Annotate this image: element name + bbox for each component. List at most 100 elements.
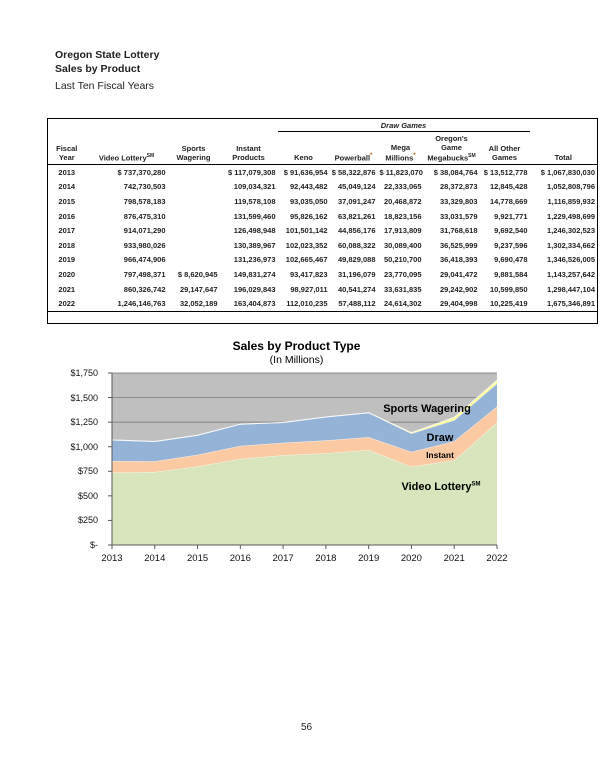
cell-instant: 130,389,967 (233, 240, 276, 250)
table-row: 2020 797,498,371 $ 8,620,945 149,831,274 93,… (48, 267, 598, 282)
table-row: 2018 933,980,026 130,389,967 102,023,352 60,… (48, 238, 598, 253)
cell-video_lottery: 876,475,310 (123, 211, 166, 221)
cell-year: 2022 (58, 299, 76, 309)
cell-instant: 126,498,948 (233, 226, 276, 236)
series-label-sports-wagering: Sports Wagering (383, 403, 471, 415)
y-axis-label: $250 (77, 515, 98, 526)
cell-megabucks: 29,041,472 (439, 269, 478, 279)
cell-year: 2021 (58, 284, 76, 294)
cell-sports_wagering (168, 238, 220, 253)
cell-mega_millions: $ 11,823,070 (379, 167, 423, 177)
cell-sports_wagering (168, 194, 220, 209)
cell-sports_wagering (168, 209, 220, 224)
column-header-video_lottery: Video LotterySM (85, 131, 168, 165)
cell-mega_millions: 33,631,835 (383, 284, 422, 294)
cell-keno: 95,826,162 (289, 211, 328, 221)
group-spacer-right (530, 119, 598, 132)
sales-table: Draw Games Fiscal Year Video LotterySM Sport… (47, 118, 598, 324)
cell-video_lottery: 742,730,503 (123, 182, 166, 192)
cell-mega_millions: 20,468,872 (383, 196, 422, 206)
table-row: 2016 876,475,310 131,599,460 95,826,162 63,8… (48, 209, 598, 224)
cell-all_other: 9,237,596 (494, 240, 528, 250)
cell-instant: 131,236,973 (233, 255, 276, 265)
cell-sports_wagering (168, 253, 220, 268)
cell-megabucks: 36,525,999 (439, 240, 478, 250)
table-row: 2019 966,474,906 131,236,973 102,665,467 49,… (48, 253, 598, 268)
cell-instant: 149,831,274 (233, 269, 276, 279)
cell-powerball: 31,196,079 (337, 269, 376, 279)
cell-total: 1,298,447,104 (547, 284, 595, 294)
cell-mega_millions: 30,089,400 (383, 240, 422, 250)
cell-powerball: 37,091,247 (337, 196, 376, 206)
cell-all_other: 12,845,428 (489, 182, 528, 192)
x-axis-label: 2017 (272, 553, 294, 564)
cell-sports_wagering (168, 223, 220, 238)
area-series-0 (112, 422, 497, 545)
doc-title-line2: Sales by Product (55, 63, 141, 75)
cell-megabucks: 29,242,902 (439, 284, 478, 294)
area-edge-3 (111, 379, 498, 443)
cell-all_other: $ 13,512,778 (483, 167, 528, 177)
cell-instant: 131,599,460 (233, 211, 276, 221)
cell-powerball: 45,049,124 (337, 182, 376, 192)
cell-keno: 102,665,467 (285, 255, 328, 265)
x-axis-label: 2018 (315, 553, 337, 564)
chart-plot (108, 372, 498, 549)
series-label-video-lottery: Video LotterySM (401, 481, 481, 493)
cell-sports_wagering: 32,052,189 (179, 299, 218, 309)
y-axis-label: $- (89, 540, 98, 550)
x-axis-label: 2013 (101, 553, 123, 564)
cell-all_other: 9,692,540 (494, 226, 528, 236)
y-axis-label: $1,750 (70, 368, 98, 378)
sales-table-wrap: Draw Games Fiscal Year Video LotterySM Sport… (47, 118, 598, 324)
cell-megabucks: 29,404,998 (439, 299, 478, 309)
cell-keno: 93,035,050 (289, 196, 328, 206)
cell-total: 1,675,346,891 (547, 299, 595, 309)
y-axis-label: $500 (77, 490, 98, 501)
cell-total: 1,302,334,662 (547, 240, 595, 250)
area-series-1 (112, 406, 497, 473)
table-row: 2013 $ 737,370,280 $ 117,079,308 $ 91,636,9… (48, 165, 598, 180)
column-header-megabucks: Oregon's Game MegabucksSM (423, 131, 480, 165)
cell-all_other: 9,921,771 (494, 211, 528, 221)
chart-title: Sales by Product Type (232, 339, 361, 353)
cell-year: 2020 (58, 269, 76, 279)
page-number: 56 (300, 722, 313, 733)
cell-keno: 112,010,235 (286, 299, 328, 309)
cell-total: 1,052,808,796 (547, 182, 595, 192)
cell-video_lottery: 1,246,146,763 (117, 299, 166, 309)
cell-mega_millions: 22,333,065 (383, 182, 422, 192)
series-label-instant: Instant (426, 450, 454, 460)
cell-video_lottery: 798,578,183 (123, 196, 166, 206)
cell-instant: 109,034,321 (233, 182, 276, 192)
cell-megabucks: 31,768,618 (439, 226, 478, 236)
cell-all_other: 10,599,850 (489, 284, 528, 294)
cell-powerball: 40,541,274 (337, 284, 376, 294)
table-row: 2017 914,071,290 126,498,948 101,501,142 44,… (48, 223, 598, 238)
cell-year: 2019 (58, 255, 76, 265)
cell-megabucks: 33,329,803 (439, 196, 478, 206)
cell-sports_wagering (168, 180, 220, 195)
cell-year: 2018 (58, 240, 76, 250)
cell-megabucks: 33,031,579 (439, 211, 478, 221)
draw-games-group-header: Draw Games (277, 118, 530, 132)
x-axis-label: 2016 (229, 553, 251, 564)
column-header-year: Fiscal Year (47, 131, 86, 165)
y-axis-label: $750 (77, 466, 98, 477)
column-header-instant: Instant Products (219, 131, 278, 165)
y-axis-label: $1,500 (70, 392, 98, 403)
cell-powerball: $ 58,322,876 (331, 167, 376, 177)
column-header-keno: Keno (277, 131, 330, 165)
cell-year: 2017 (58, 226, 76, 236)
cell-powerball: 49,829,088 (337, 255, 376, 265)
column-header-mega_millions: Mega Millions* (377, 131, 424, 165)
table-row: 2015 798,578,183 119,578,108 93,035,050 37,0… (48, 194, 598, 209)
cell-video_lottery: 933,980,026 (123, 240, 166, 250)
cell-powerball: 44,856,176 (337, 226, 376, 236)
table-row: 2014 742,730,503 109,034,321 92,443,482 45,0… (48, 180, 598, 195)
table-row: 2022 1,246,146,763 32,052,189 163,404,873 11… (48, 296, 598, 311)
cell-video_lottery: 860,326,742 (123, 284, 166, 294)
cell-instant: 163,404,873 (233, 299, 276, 309)
cell-megabucks: 36,418,393 (439, 255, 478, 265)
